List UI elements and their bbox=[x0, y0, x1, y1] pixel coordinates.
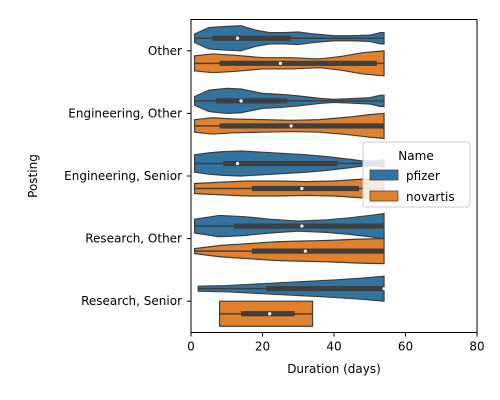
x-tick-label-40: 40 bbox=[326, 340, 341, 354]
iqr-box-pfizer-research-other bbox=[233, 223, 385, 229]
iqr-box-pfizer-engineering-senior bbox=[223, 160, 338, 167]
median-novartis-research-senior bbox=[268, 312, 272, 316]
y-tick-label-engineering-senior: Engineering, Senior bbox=[64, 169, 182, 183]
iqr-box-novartis-research-other bbox=[251, 248, 385, 254]
median-novartis-other bbox=[278, 61, 282, 65]
x-tick-label-80: 80 bbox=[469, 340, 484, 354]
x-axis: 0 20 40 60 80 bbox=[187, 332, 485, 354]
y-axis: Other Engineering, Other Engineering, Seni… bbox=[64, 44, 191, 308]
legend-swatch-pfizer bbox=[369, 169, 399, 181]
median-novartis-engineering-senior bbox=[300, 186, 304, 191]
legend-label-pfizer: pfizer bbox=[406, 169, 440, 183]
median-novartis-research-other bbox=[303, 249, 307, 253]
legend-title: Name bbox=[398, 149, 433, 163]
x-tick-label-0: 0 bbox=[187, 340, 195, 354]
iqr-box-novartis-other bbox=[219, 60, 377, 66]
y-tick-label-other: Other bbox=[148, 44, 182, 58]
legend-label-novartis: novartis bbox=[406, 190, 455, 204]
legend: Name pfizer novartis bbox=[362, 141, 471, 208]
y-axis-label: Posting bbox=[26, 154, 40, 198]
median-pfizer-engineering-other bbox=[239, 99, 243, 103]
x-tick-label-60: 60 bbox=[398, 340, 413, 354]
median-pfizer-research-senior bbox=[382, 287, 386, 291]
x-axis-label: Duration (days) bbox=[287, 362, 381, 376]
median-pfizer-research-other bbox=[300, 224, 304, 228]
iqr-box-pfizer-engineering-other bbox=[216, 98, 288, 104]
iqr-box-pfizer-other bbox=[212, 35, 292, 41]
legend-swatch-novartis bbox=[369, 190, 399, 202]
iqr-box-novartis-engineering-senior bbox=[251, 185, 360, 192]
x-tick-label-20: 20 bbox=[255, 340, 270, 354]
median-novartis-engineering-other bbox=[289, 124, 293, 128]
y-tick-label-research-senior: Research, Senior bbox=[81, 294, 182, 308]
y-tick-label-engineering-other: Engineering, Other bbox=[68, 106, 182, 120]
median-pfizer-engineering-senior bbox=[235, 161, 240, 166]
plot-area bbox=[193, 25, 386, 327]
iqr-box-novartis-research-senior bbox=[241, 311, 295, 317]
iqr-box-novartis-engineering-other bbox=[219, 123, 385, 129]
iqr-box-pfizer-research-senior bbox=[266, 286, 385, 292]
median-pfizer-other bbox=[235, 36, 240, 40]
y-tick-label-research-other: Research, Other bbox=[85, 232, 182, 246]
